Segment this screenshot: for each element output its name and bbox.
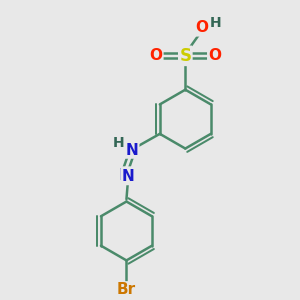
Text: N: N bbox=[118, 168, 131, 183]
Text: O: O bbox=[208, 48, 221, 63]
Text: H: H bbox=[210, 16, 221, 31]
Text: N: N bbox=[125, 142, 138, 158]
Text: Br: Br bbox=[117, 282, 136, 297]
Text: N: N bbox=[122, 169, 134, 184]
Text: S: S bbox=[179, 47, 191, 65]
Text: H: H bbox=[113, 136, 124, 150]
Text: O: O bbox=[195, 20, 208, 35]
Text: O: O bbox=[149, 48, 162, 63]
